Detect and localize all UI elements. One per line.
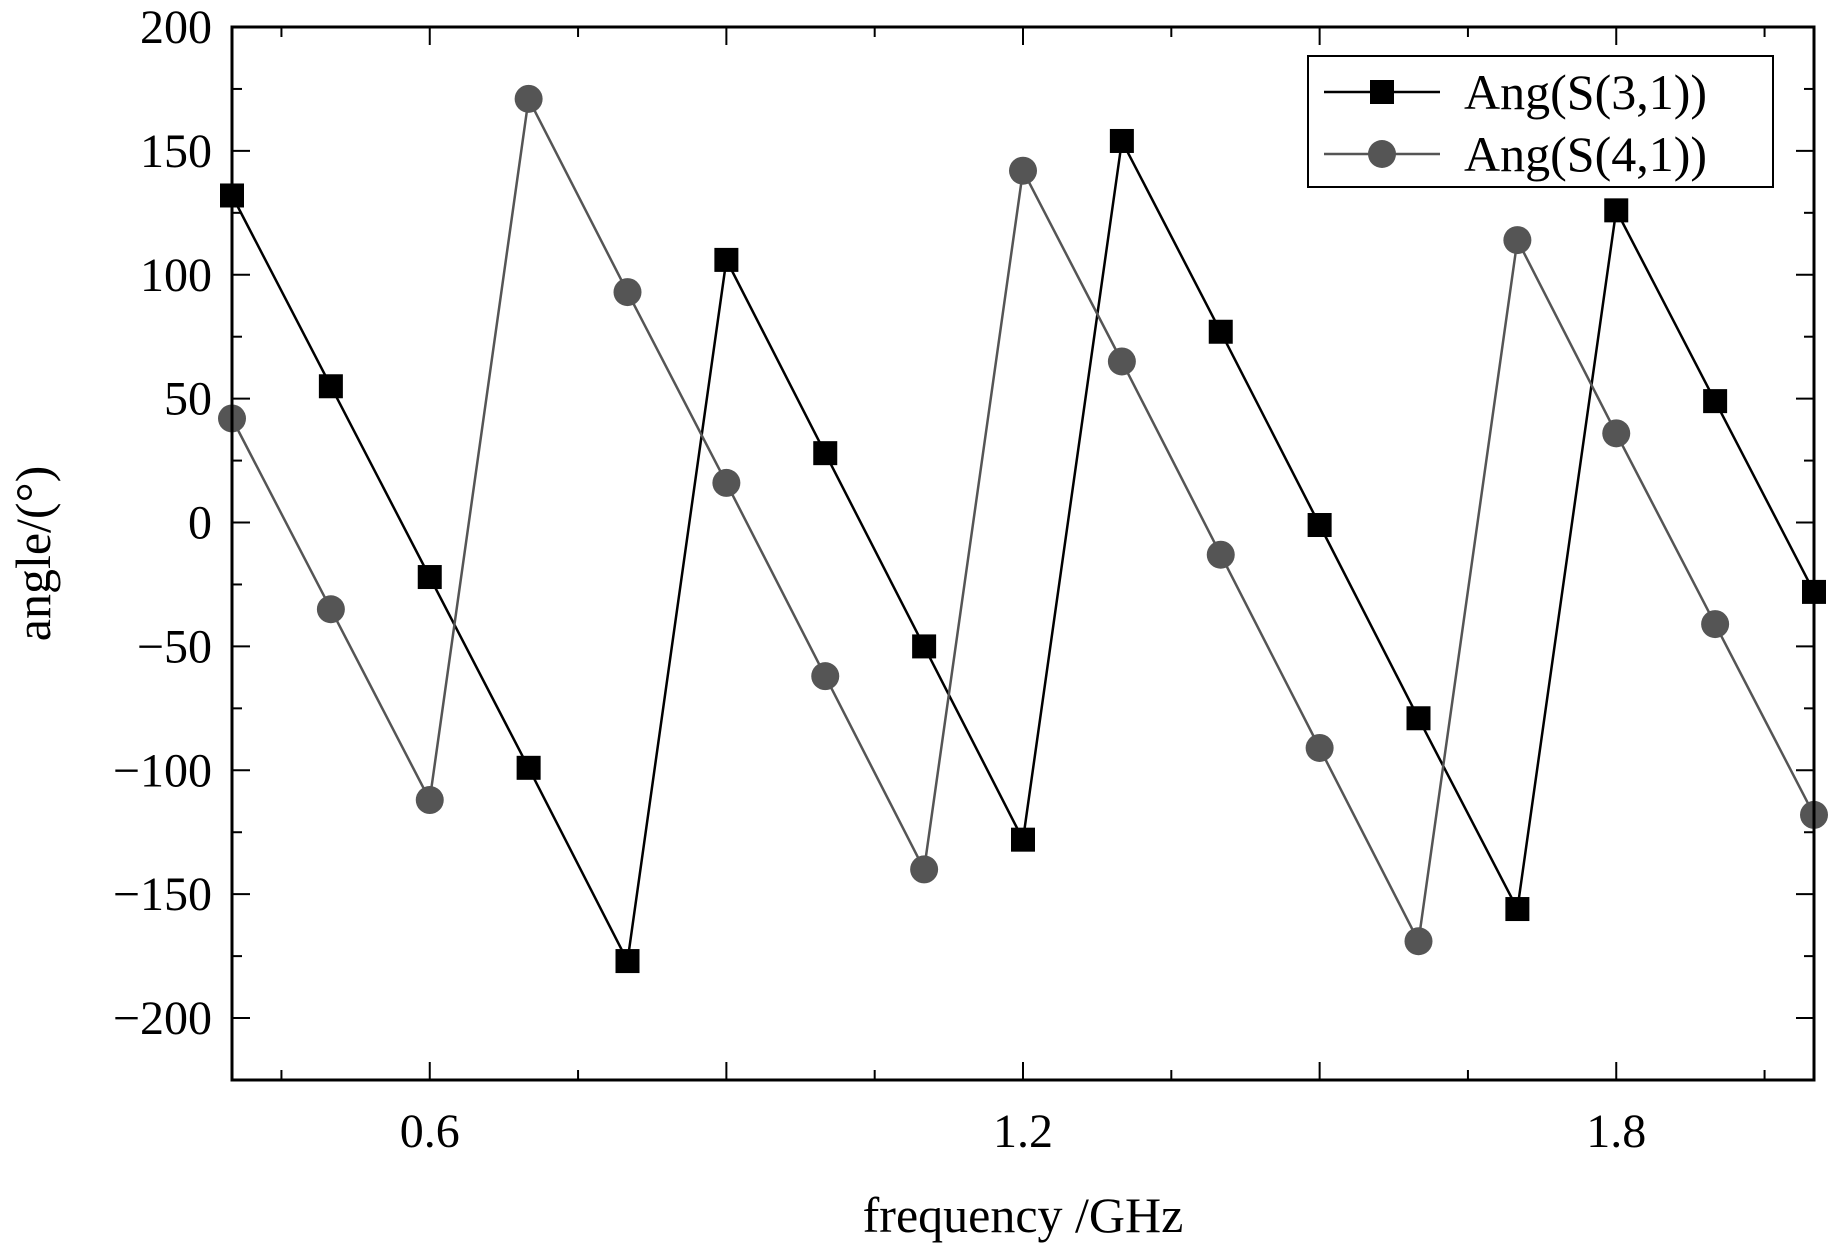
y-tick-label: −100	[113, 744, 212, 797]
data-point-square	[813, 441, 838, 466]
data-point-square	[912, 634, 937, 659]
data-point-square	[417, 565, 442, 590]
x-tick-label: 0.6	[400, 1105, 460, 1158]
y-tick-label: 50	[164, 373, 212, 426]
data-point-circle	[1107, 347, 1136, 376]
series-1	[220, 128, 1826, 974]
data-point-circle	[811, 662, 840, 691]
series-layer	[218, 84, 1828, 974]
legend-item: Ang(S(3,1))	[1324, 64, 1707, 120]
axis-ticks	[232, 26, 1814, 1080]
data-point-square	[516, 755, 541, 780]
data-point-circle	[1701, 610, 1730, 639]
series-2	[218, 84, 1828, 956]
data-point-circle	[1503, 226, 1532, 255]
data-point-square	[1307, 513, 1332, 538]
data-point-square	[1109, 128, 1134, 153]
y-tick-label: 200	[140, 1, 212, 54]
data-point-circle	[712, 468, 741, 497]
x-axis-title: frequency /GHz	[863, 1187, 1184, 1243]
data-point-circle	[415, 786, 444, 815]
x-tick-labels: 0.6 1.2 1.8	[400, 1105, 1647, 1158]
y-axis-title: angle/(°)	[5, 466, 61, 641]
data-point-square	[615, 949, 640, 974]
data-point-circle	[1009, 156, 1037, 185]
data-point-circle	[910, 855, 939, 884]
y-tick-label: 100	[140, 249, 212, 302]
data-point-circle	[316, 595, 345, 624]
legend-marker-square	[1370, 80, 1394, 104]
data-point-square	[1703, 389, 1728, 414]
y-tick-label: −50	[137, 620, 212, 673]
data-point-square	[318, 374, 343, 399]
legend-item: Ang(S(4,1))	[1324, 126, 1707, 182]
y-tick-label: 0	[188, 497, 212, 550]
y-tick-label: −150	[113, 868, 212, 921]
legend-label: Ang(S(3,1))	[1464, 64, 1707, 120]
data-point-circle	[1206, 540, 1235, 569]
data-point-square	[714, 247, 739, 272]
y-tick-labels: −200 −150 −100 −50 0 50 100 150 200	[113, 1, 212, 1045]
legend-marker-circle	[1368, 140, 1396, 168]
y-tick-label: 150	[140, 125, 212, 178]
y-tick-label: −200	[113, 992, 212, 1045]
plot-area-frame	[230, 25, 1816, 1082]
data-point-square	[1505, 897, 1530, 922]
series-line	[230, 94, 1816, 946]
data-point-circle	[514, 84, 543, 113]
data-point-circle	[1404, 927, 1433, 956]
data-point-square	[1604, 198, 1629, 223]
data-point-circle	[1305, 733, 1334, 762]
x-tick-label: 1.8	[1586, 1105, 1646, 1158]
data-point-circle	[613, 278, 642, 307]
x-tick-label: 1.2	[993, 1105, 1053, 1158]
legend-label: Ang(S(4,1))	[1464, 126, 1707, 182]
data-point-square	[1208, 319, 1233, 344]
data-point-circle	[1602, 419, 1631, 448]
data-point-square	[1406, 706, 1431, 731]
data-point-square	[1011, 827, 1035, 852]
legend: Ang(S(3,1)) Ang(S(4,1))	[1307, 55, 1774, 188]
